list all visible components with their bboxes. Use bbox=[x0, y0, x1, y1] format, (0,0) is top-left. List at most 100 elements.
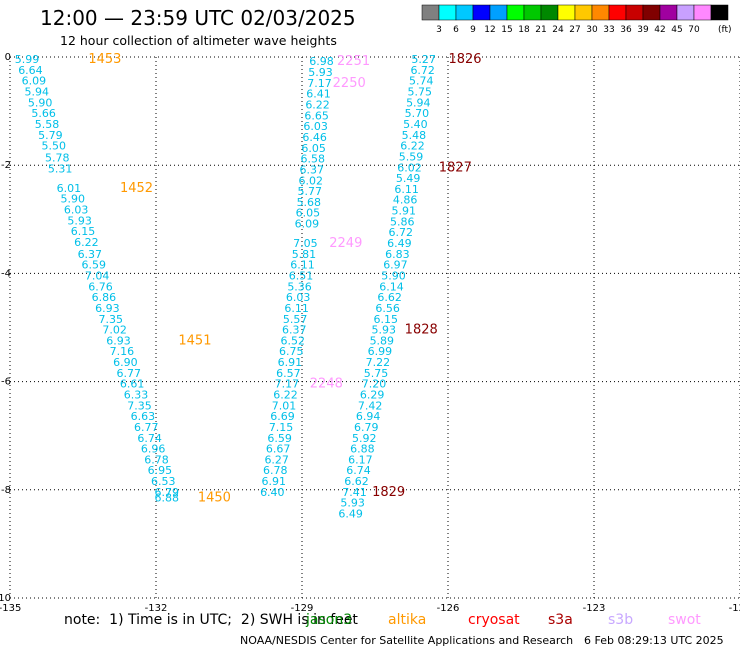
wave-height-point: 6.53 bbox=[151, 475, 176, 488]
x-tick-label: -123 bbox=[583, 603, 606, 614]
wave-height-point: 7.41 bbox=[342, 486, 367, 499]
wave-height-point: 5.68 bbox=[297, 196, 322, 209]
wave-height-point: 5.31 bbox=[48, 162, 73, 175]
wave-height-point: 6.03 bbox=[303, 120, 328, 133]
wave-height-point: 6.57 bbox=[276, 367, 301, 380]
wave-height-point: 5.91 bbox=[391, 205, 416, 218]
wave-height-point: 5.79 bbox=[38, 129, 63, 142]
wave-height-point: 6.91 bbox=[278, 356, 303, 369]
wave-height-point: 7.16 bbox=[110, 345, 135, 358]
wave-height-point: 5.94 bbox=[25, 86, 50, 99]
x-tick-label: -132 bbox=[145, 603, 168, 614]
wave-height-point: 5.58 bbox=[35, 118, 60, 131]
wave-height-point: 5.92 bbox=[352, 432, 377, 445]
wave-height-point: 6.40 bbox=[260, 486, 285, 499]
legend-swot: swot bbox=[668, 612, 701, 628]
legend-s3a: s3a bbox=[548, 612, 573, 628]
wave-height-point: 6.05 bbox=[301, 142, 326, 155]
wave-height-point: 6.62 bbox=[344, 475, 369, 488]
wave-height-point: 6.33 bbox=[124, 389, 149, 402]
wave-height-point: 6.93 bbox=[95, 302, 120, 315]
wave-height-point: 6.09 bbox=[295, 218, 320, 231]
wave-height-point: 5.27 bbox=[411, 53, 436, 66]
wave-height-point: 7.17 bbox=[275, 378, 300, 391]
wave-height-point: 6.72 bbox=[410, 64, 435, 77]
wave-height-point: 5.57 bbox=[283, 313, 308, 326]
y-tick-label: -4 bbox=[1, 268, 11, 279]
pass-time-label: 1828 bbox=[405, 323, 438, 338]
wave-height-point: 6.97 bbox=[383, 259, 408, 272]
wave-height-point: 5.77 bbox=[298, 185, 323, 198]
wave-height-point: 6.67 bbox=[266, 443, 291, 456]
wave-height-point: 5.93 bbox=[372, 324, 397, 337]
wave-height-point: 5.66 bbox=[31, 107, 56, 120]
legend-jason3: jason3 bbox=[306, 612, 353, 628]
wave-height-point: 7.22 bbox=[366, 356, 391, 369]
wave-height-point: 6.03 bbox=[286, 291, 311, 304]
pass-time-label: 1450 bbox=[198, 490, 231, 505]
credit-line: NOAA/NESDIS Center for Satellite Applica… bbox=[240, 634, 574, 647]
pass-time-label: 1826 bbox=[448, 52, 481, 67]
wave-height-point: 6.90 bbox=[113, 356, 138, 369]
wave-height-point: 6.27 bbox=[264, 453, 289, 466]
wave-height-point: 6.74 bbox=[346, 464, 371, 477]
wave-height-point: 6.65 bbox=[304, 109, 329, 122]
wave-height-point: 5.89 bbox=[370, 334, 395, 347]
wave-height-point: 6.11 bbox=[290, 259, 315, 272]
wave-height-point: 6.69 bbox=[270, 410, 295, 423]
wave-height-point: 6.22 bbox=[273, 389, 298, 402]
wave-height-point: 6.11 bbox=[394, 183, 419, 196]
wave-height-point: 6.96 bbox=[141, 443, 166, 456]
wave-height-point: 5.78 bbox=[45, 152, 70, 165]
wave-height-point: 6.51 bbox=[289, 269, 314, 282]
pass-time-label: 1827 bbox=[439, 160, 472, 175]
wave-height-point: 6.37 bbox=[78, 248, 103, 261]
wave-height-point: 6.46 bbox=[302, 131, 327, 144]
wave-height-point: 6.41 bbox=[306, 88, 331, 101]
wave-height-point: 5.75 bbox=[364, 367, 389, 380]
wave-height-point: 6.22 bbox=[400, 140, 425, 153]
chart-subtitle: 12 hour collection of altimeter wave hei… bbox=[60, 33, 337, 48]
wave-height-point: 6.91 bbox=[262, 475, 287, 488]
wave-height-point: 5.90 bbox=[381, 269, 406, 282]
pass-time-label: 1453 bbox=[88, 52, 121, 67]
wave-height-point: 7.15 bbox=[269, 421, 294, 434]
legend-s3b: s3b bbox=[608, 612, 634, 628]
y-tick-label: -10 bbox=[0, 593, 11, 604]
wave-height-point: 6.78 bbox=[144, 453, 169, 466]
wave-height-point: 5.81 bbox=[292, 248, 317, 261]
wave-height-point: 6.93 bbox=[106, 334, 131, 347]
wave-height-point: 6.59 bbox=[81, 259, 106, 272]
wave-height-point: 6.03 bbox=[64, 203, 89, 216]
wave-height-point: 6.49 bbox=[387, 237, 412, 250]
wave-height-point: 7.35 bbox=[127, 399, 152, 412]
wave-height-point: 6.15 bbox=[71, 225, 96, 238]
wave-height-point: 6.37 bbox=[299, 163, 324, 176]
wave-height-point: 6.63 bbox=[131, 410, 156, 423]
wave-height-point: 7.02 bbox=[102, 324, 127, 337]
wave-height-point: 6.02 bbox=[299, 174, 324, 187]
wave-height-point: 6.78 bbox=[263, 464, 288, 477]
wave-height-point: 6.62 bbox=[377, 291, 402, 304]
wave-height-point: 6.76 bbox=[88, 280, 113, 293]
pass-time-label: 1451 bbox=[178, 333, 211, 348]
wave-height-point: 6.56 bbox=[375, 302, 400, 315]
pass-time-label: 1829 bbox=[372, 485, 405, 500]
wave-height-point: 4.86 bbox=[393, 194, 418, 207]
wave-height-point: 6.61 bbox=[120, 378, 145, 391]
wave-height-point: 6.09 bbox=[22, 75, 47, 88]
wave-height-point: 6.95 bbox=[148, 464, 173, 477]
pass-time-label: 1452 bbox=[120, 181, 153, 196]
x-tick-label: -129 bbox=[291, 603, 314, 614]
wave-height-point: 6.79 bbox=[154, 486, 179, 499]
wave-height-point: 6.88 bbox=[154, 491, 179, 504]
wave-height-point: 6.58 bbox=[300, 153, 325, 166]
wave-height-point: 6.11 bbox=[284, 302, 309, 315]
wave-height-point: 5.90 bbox=[28, 96, 53, 109]
wave-height-point: 5.36 bbox=[287, 280, 312, 293]
wave-height-point: 7.20 bbox=[362, 378, 387, 391]
wave-height-point: 6.94 bbox=[356, 410, 381, 423]
footer-note: note: 1) Time is in UTC; 2) SWH is in fe… bbox=[64, 612, 358, 628]
y-tick-label: -2 bbox=[1, 160, 11, 171]
